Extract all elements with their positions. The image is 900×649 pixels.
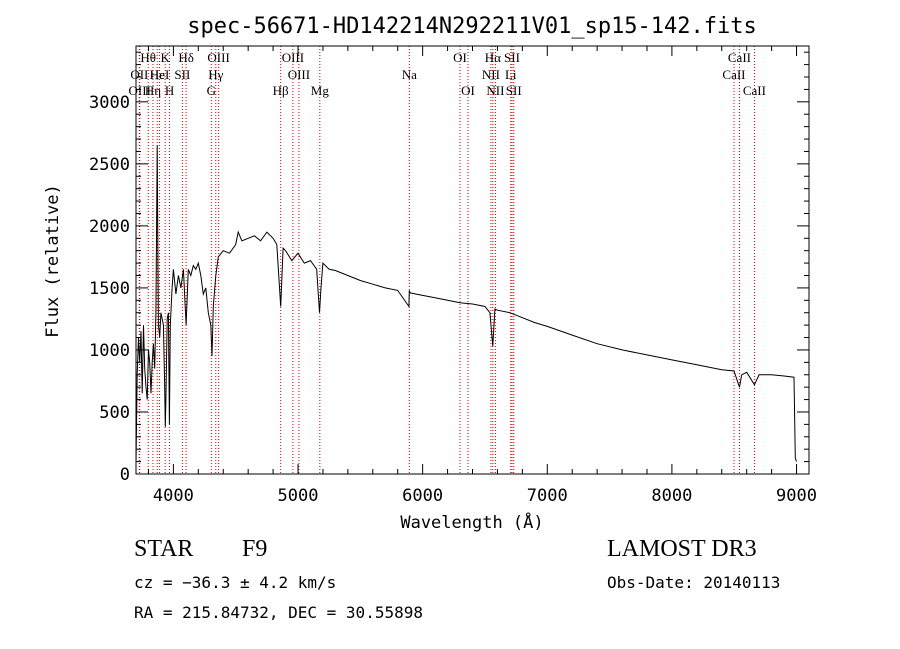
chart-title: spec-56671-HD142214N292211V01_sp15-142.f… [187,14,757,39]
spectral-line-label: OIII [282,50,304,65]
spectral-line-label: Mg [311,83,330,98]
spectral-line-label: Hη [145,83,161,98]
x-tick-label: 6000 [402,486,443,506]
survey-name: LAMOST DR3 [607,536,757,562]
redshift-cz: cz = −36.3 ± 4.2 km/s [134,573,337,592]
object-class: STAR [134,536,194,562]
spectral-line-label: HeI [150,67,170,82]
spectral-line-label: CaII [728,50,751,65]
x-axis-label: Wavelength (Å) [400,511,543,533]
spectrum-series-line [135,145,797,465]
plot-frame [135,45,810,475]
x-tick-label: 5000 [278,486,319,506]
spectral-line-label: Na [402,67,417,82]
spectral-line-label: OIII [129,83,151,98]
spectral-line-label: G [207,83,216,98]
y-tick-label: 1000 [89,341,130,361]
y-tick-label: 2000 [89,217,130,237]
y-tick-label: 2500 [89,155,130,175]
spectral-line-label: OIII [288,67,310,82]
x-tick-label: 7000 [527,486,568,506]
spectral-line-label: Hθ [140,50,156,65]
y-axis-label: Flux (relative) [43,184,63,338]
spectral-line-label: CaII [722,67,745,82]
spectral-line-label: OIII [207,50,229,65]
x-tick-label: 9000 [776,486,817,506]
spectral-line-label: NII [486,83,504,98]
spectral-line-label: CaII [743,83,766,98]
x-tick-label: 4000 [153,486,194,506]
y-tick-label: 500 [99,403,130,423]
spectral-line-label: OII [130,67,148,82]
object-subclass: F9 [242,536,268,562]
spectral-line-label: K [160,50,170,65]
spectral-line-label: SII [174,67,190,82]
y-tick-label: 3000 [89,93,130,113]
spectral-line-label: Li [505,67,517,82]
spectral-line-label: H [165,83,174,98]
spectral-line-label: Hγ [208,67,223,82]
spectral-line-label: OI [453,50,467,65]
ra-dec: RA = 215.84732, DEC = 30.55898 [134,603,423,622]
spectral-line-label: SII [506,83,522,98]
x-tick-label: 8000 [651,486,692,506]
spectral-line-label: Hα [485,50,501,65]
spectral-line-label: SII [504,50,520,65]
spectral-line-label: NII [482,67,500,82]
y-tick-label: 0 [120,465,130,485]
obs-date: Obs-Date: 20140113 [607,573,781,592]
spectral-line-label: Hδ [178,50,194,65]
spectral-line-label: OI [461,83,475,98]
y-tick-label: 1500 [89,279,130,299]
spectral-line-label: Hε [150,67,165,82]
spectral-line-label: Hβ [273,83,289,98]
